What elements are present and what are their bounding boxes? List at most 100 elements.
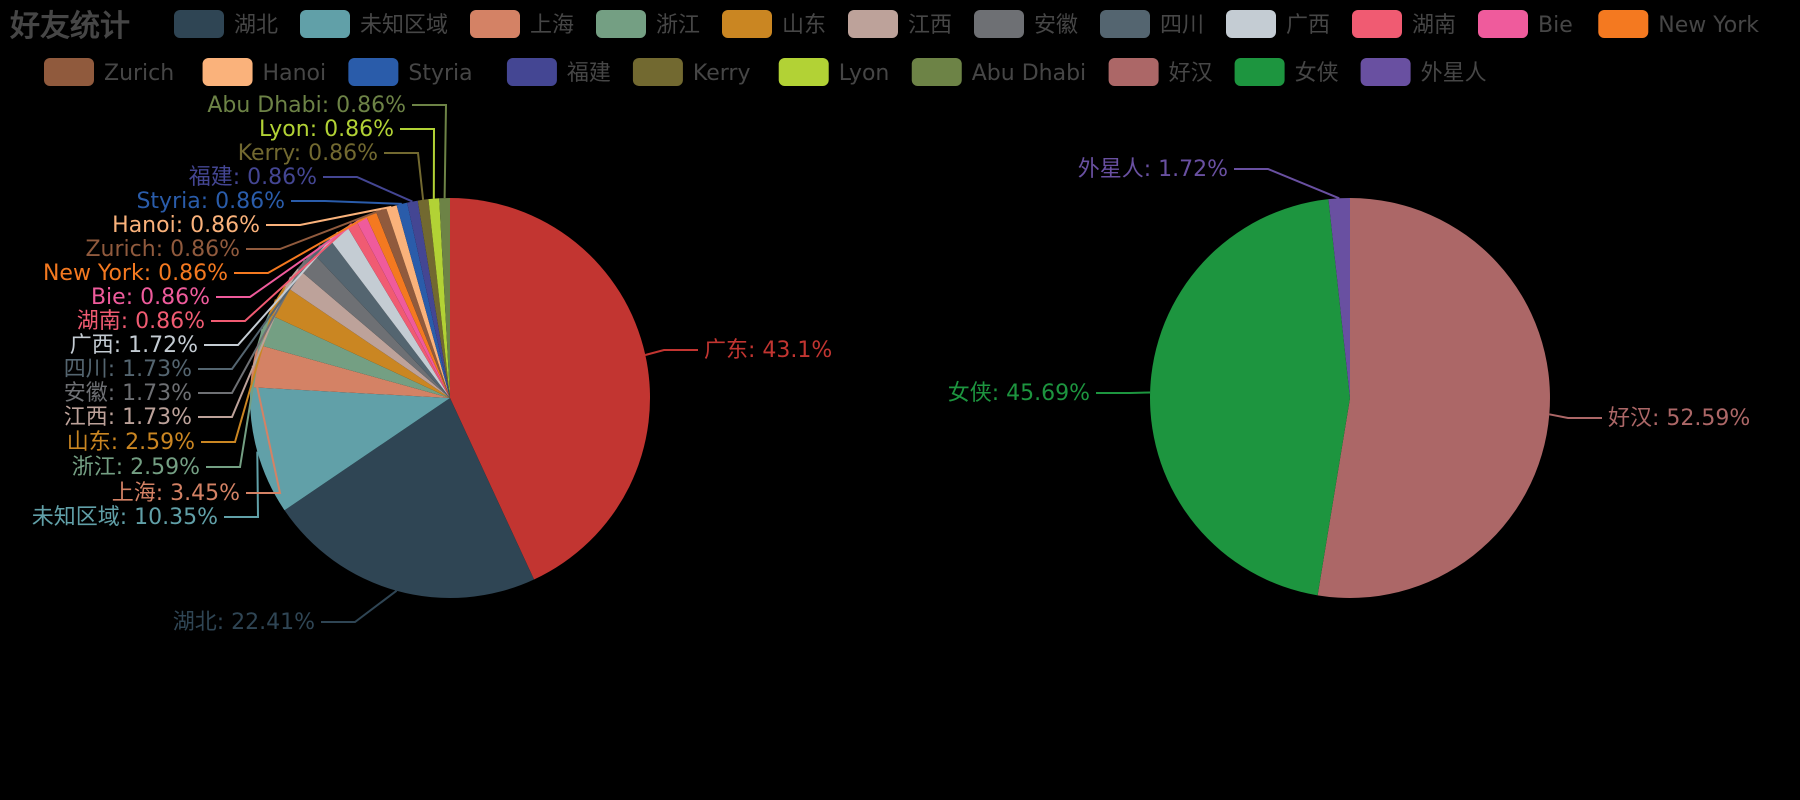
pie-label-bie: Bie: 0.86% (91, 285, 210, 310)
legend-item-item-20[interactable]: 女侠 (1234, 58, 1339, 86)
pie-label-item-7: 安徽: 1.73% (64, 381, 192, 406)
pie-slice-item-3[interactable] (250, 344, 450, 399)
legend-item-item-1[interactable]: 未知区域 (300, 10, 448, 38)
pie-slice-item-1[interactable] (284, 398, 535, 599)
legend-item-item-3[interactable]: 浙江 (596, 10, 700, 38)
legend-swatch (1100, 10, 1150, 38)
legend-swatch (1234, 58, 1285, 86)
legend-item-abu-dhabi[interactable]: Abu Dhabi (911, 58, 1086, 86)
pie-slice-item-0[interactable] (1317, 198, 1550, 598)
pie-label-item-9: 广西: 1.72% (70, 333, 198, 358)
pie-leader-line (246, 209, 382, 250)
legend-swatch (174, 10, 224, 38)
legend-label: 广西 (1286, 13, 1330, 38)
legend-label: 湖南 (1412, 13, 1456, 38)
legend-label: Hanoi (263, 61, 327, 86)
legend-item-item-4[interactable]: 山东 (722, 10, 826, 38)
pie-slice-bie[interactable] (356, 216, 450, 398)
legend-item-item-7[interactable]: 四川 (1100, 10, 1204, 38)
legend: 湖北 未知区域 上海 浙江 山东 江西 安徽 四川 广西 湖南 Bie New York Zurich H… (44, 10, 1759, 86)
legend-label: Abu Dhabi (972, 61, 1086, 86)
pie-slice-item-9[interactable] (329, 226, 450, 398)
pie-slice-item-7[interactable] (297, 252, 450, 398)
legend-swatch (1108, 58, 1159, 86)
pie-label-item-8: 四川: 1.73% (64, 357, 192, 382)
pie-label-item-2: 未知区域: 10.35% (32, 505, 218, 530)
pie-label-item-2: 外星人: 1.72% (1078, 157, 1228, 182)
pie-label-item-1: 湖北: 22.41% (173, 610, 315, 635)
pie-label-kerry: Kerry: 0.86% (238, 141, 378, 166)
legend-label: Styria (408, 61, 472, 86)
legend-item-kerry[interactable]: Kerry (632, 58, 751, 86)
legend-label: 浙江 (656, 13, 700, 38)
pie-leader-line (291, 200, 402, 205)
pie-chart-region: 广东: 43.1% 湖北: 22.41% 未知区域: 10.35%上海: 3.45%… (32, 93, 833, 635)
pie-slice-item-6[interactable] (284, 268, 450, 398)
legend-item-item-5[interactable]: 江西 (848, 10, 952, 38)
pie-slice-item-8[interactable] (312, 238, 450, 398)
legend-label: 江西 (908, 13, 952, 38)
pie-slice-abu-dhabi[interactable] (439, 198, 450, 398)
pie-slice-styria[interactable] (396, 202, 450, 398)
pie-slice-lyon[interactable] (428, 198, 450, 398)
pie-label-item-10: 湖南: 0.86% (77, 309, 205, 334)
legend-item-item-6[interactable]: 安徽 (974, 10, 1078, 38)
pie-slice-kerry[interactable] (417, 199, 450, 398)
pie-slice-item-2[interactable] (249, 387, 450, 511)
pie-leader-line (198, 276, 292, 418)
legend-item-item-8[interactable]: 广西 (1226, 10, 1330, 38)
pie-leader-line (321, 589, 398, 623)
legend-swatch (202, 58, 253, 86)
legend-label: Zurich (104, 61, 174, 86)
pie-slice-item-5[interactable] (268, 285, 451, 398)
legend-item-lyon[interactable]: Lyon (778, 58, 890, 86)
pie-leader-line (216, 217, 362, 298)
legend-item-styria[interactable]: Styria (348, 58, 473, 86)
legend-swatch (722, 10, 772, 38)
legend-item-item-9[interactable]: 湖南 (1352, 10, 1456, 38)
pie-slice-item-16[interactable] (407, 200, 450, 398)
pie-slice-item-0[interactable] (450, 198, 651, 580)
legend-label: 女侠 (1295, 61, 1339, 86)
pie-leader-line (246, 365, 282, 494)
pie-slice-item-1[interactable] (1150, 199, 1350, 596)
legend-swatch (1352, 10, 1402, 38)
legend-label: 安徽 (1034, 13, 1078, 38)
legend-swatch (300, 10, 350, 38)
legend-label: 好汉 (1169, 61, 1213, 86)
legend-item-bie[interactable]: Bie (1478, 10, 1573, 38)
pie-leader-line (234, 213, 372, 274)
legend-label: 外星人 (1421, 61, 1487, 86)
pie-slice-item-2[interactable] (1328, 198, 1350, 398)
legend-item-item-2[interactable]: 上海 (470, 10, 574, 38)
pie-slice-zurich[interactable] (376, 208, 450, 398)
pie-leader-line (384, 152, 425, 200)
legend-label: Lyon (839, 61, 890, 86)
pie-leader-line (1549, 413, 1602, 419)
pie-label-item-6: 江西: 1.73% (64, 405, 192, 430)
legend-item-item-15[interactable]: 福建 (506, 58, 611, 86)
legend-label: 福建 (567, 61, 611, 86)
legend-item-new-york[interactable]: New York (1598, 10, 1759, 38)
pie-leader-line (224, 451, 260, 518)
pie-leader-line (204, 231, 339, 346)
pie-label-new-york: New York: 0.86% (43, 261, 228, 286)
pie-label-item-5: 山东: 2.59% (67, 430, 195, 455)
pie-slice-hanoi[interactable] (386, 205, 450, 398)
pie-slice-new-york[interactable] (366, 212, 450, 398)
pie-leader-line (412, 104, 448, 199)
pie-label-item-4: 浙江: 2.59% (72, 455, 200, 480)
pie-label-item-0: 广东: 43.1% (704, 338, 832, 363)
legend-swatch (596, 10, 646, 38)
legend-label: 山东 (782, 13, 826, 38)
pie-slice-item-10[interactable] (347, 221, 450, 398)
legend-item-item-21[interactable]: 外星人 (1360, 58, 1487, 86)
legend-item-hanoi[interactable]: Hanoi (202, 58, 327, 86)
pie-slice-item-4[interactable] (257, 313, 450, 398)
legend-item-item-0[interactable]: 湖北 (174, 10, 278, 38)
legend-label: 湖北 (234, 13, 278, 38)
pie-leader-line (211, 223, 353, 322)
legend-item-item-19[interactable]: 好汉 (1108, 58, 1213, 86)
legend-item-zurich[interactable]: Zurich (44, 58, 174, 86)
